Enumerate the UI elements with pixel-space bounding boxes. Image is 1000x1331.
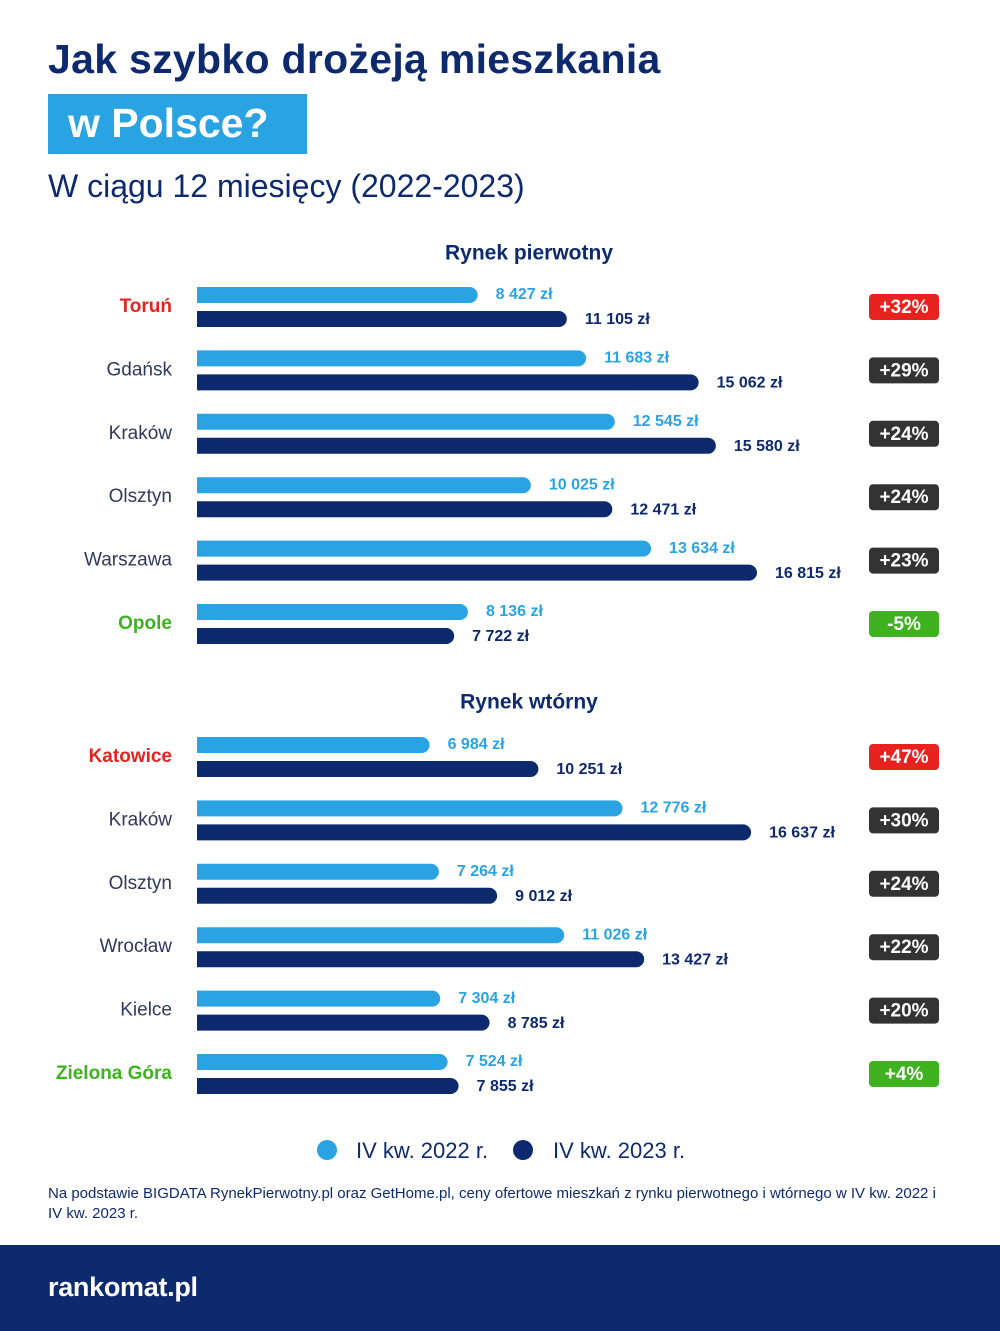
change-badge-label: +24% (879, 874, 928, 895)
value-label-2023: 13 427 zł (662, 951, 728, 968)
bar-2022 (197, 990, 441, 1007)
change-badge-label: +47% (879, 747, 928, 768)
change-badge (869, 934, 939, 961)
bar-2022 (197, 540, 652, 557)
bar-2022 (197, 477, 531, 494)
bar-2023 (197, 761, 539, 777)
bar-2022 (197, 287, 478, 303)
change-badge (869, 997, 939, 1024)
city-label: Kraków (109, 423, 173, 444)
value-label-2022: 8 136 zł (486, 603, 543, 620)
value-label-2023: 15 062 zł (717, 375, 783, 392)
value-label-2022: 11 683 zł (604, 350, 670, 367)
value-label-2023: 7 722 zł (472, 628, 529, 645)
value-label-2022: 10 025 zł (549, 476, 615, 493)
rankomat-logo: rankomat.pl (48, 1272, 198, 1302)
city-label: Kraków (109, 809, 173, 830)
bar-2023 (197, 887, 498, 904)
change-badge (869, 357, 939, 384)
city-label: Kielce (120, 1000, 172, 1021)
legend-swatch-2023 (513, 1140, 533, 1160)
title-line1: Jak szybko drożeją mieszkania (48, 36, 661, 82)
change-badge-label: -5% (887, 614, 921, 635)
value-label-2022: 11 026 zł (582, 926, 648, 943)
change-badge-label: +30% (879, 810, 928, 831)
value-label-2022: 8 427 zł (496, 286, 553, 303)
city-label: Opole (118, 613, 172, 634)
value-label-2023: 7 855 zł (477, 1078, 534, 1095)
bar-2022 (197, 1054, 448, 1070)
bar-2022 (197, 350, 587, 367)
bar-2023 (197, 951, 645, 968)
value-label-2022: 13 634 zł (669, 540, 735, 557)
change-badge (869, 870, 939, 897)
change-badge-label: +20% (879, 1001, 928, 1022)
city-label: Wrocław (100, 936, 173, 957)
change-badge (869, 420, 939, 447)
bar-2023 (197, 311, 567, 327)
bar-2023 (197, 374, 699, 391)
change-badge (869, 484, 939, 511)
value-label-2023: 12 471 zł (630, 501, 696, 518)
legend-label-2023: IV kw. 2023 r. (553, 1138, 686, 1163)
bar-2022 (197, 413, 615, 430)
bar-2023 (197, 628, 455, 644)
bar-chart: Rynek pierwotny Toruń 8 427 zł 11 105 zł +32… (56, 242, 939, 1095)
change-badge-label: +24% (879, 487, 928, 508)
value-label-2023: 8 785 zł (508, 1015, 565, 1032)
city-label: Warszawa (84, 550, 172, 571)
change-badge-label: +22% (879, 937, 928, 958)
city-label: Katowice (89, 746, 172, 767)
change-badge (869, 807, 939, 834)
change-badge-label: +29% (879, 360, 928, 381)
bar-2023 (197, 1014, 490, 1031)
change-badge (869, 744, 939, 770)
city-label: Olsztyn (109, 873, 172, 894)
value-label-2022: 7 524 zł (466, 1053, 523, 1070)
city-label: Olsztyn (109, 486, 172, 507)
value-label-2023: 10 251 zł (556, 761, 622, 778)
value-label-2023: 15 580 zł (734, 438, 800, 455)
value-label-2022: 12 776 zł (640, 800, 706, 817)
group-title: Rynek pierwotny (445, 242, 613, 265)
value-label-2022: 12 545 zł (633, 413, 699, 430)
value-label-2022: 7 264 zł (457, 863, 514, 880)
value-label-2023: 11 105 zł (585, 311, 651, 328)
change-badge (869, 1061, 939, 1087)
subtitle: W ciągu 12 miesięcy (2022-2023) (48, 168, 525, 204)
bar-2022 (197, 737, 430, 753)
footer-bar (0, 1245, 1000, 1331)
city-label: Gdańsk (107, 359, 173, 380)
value-label-2023: 9 012 zł (515, 888, 572, 905)
bar-2023 (197, 1078, 459, 1094)
source-note: Na podstawie BIGDATA RynekPierwotny.pl o… (48, 1185, 936, 1222)
bar-2023 (197, 501, 613, 518)
change-badge-label: +23% (879, 551, 928, 572)
bar-2023 (197, 824, 752, 841)
group-title: Rynek wtórny (460, 691, 598, 714)
legend-label-2022: IV kw. 2022 r. (356, 1138, 489, 1163)
bar-2022 (197, 800, 623, 817)
value-label-2022: 6 984 zł (448, 736, 505, 753)
change-badge (869, 611, 939, 637)
legend-swatch-2022 (317, 1140, 337, 1160)
change-badge-label: +24% (879, 424, 928, 445)
city-label: Toruń (120, 296, 172, 317)
value-label-2023: 16 637 zł (769, 825, 835, 842)
value-label-2022: 7 304 zł (458, 990, 515, 1007)
title-line2: w Polsce? (68, 100, 269, 146)
bar-2023 (197, 564, 757, 581)
title-highlight-box (48, 94, 307, 154)
change-badge (869, 547, 939, 574)
change-badge (869, 294, 939, 320)
change-badge-label: +32% (879, 297, 928, 318)
bar-2023 (197, 437, 716, 454)
city-label: Zielona Góra (56, 1063, 173, 1084)
change-badge-label: +4% (885, 1064, 924, 1085)
value-label-2023: 16 815 zł (775, 565, 841, 582)
bar-2022 (197, 604, 468, 620)
bar-2022 (197, 927, 565, 944)
bar-2022 (197, 863, 439, 880)
